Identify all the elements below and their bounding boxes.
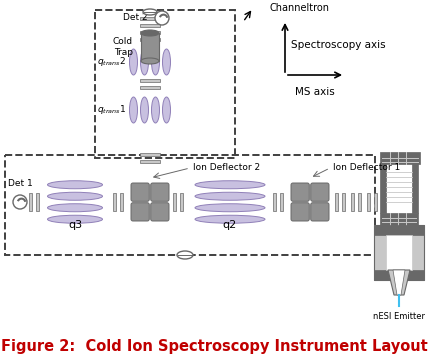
Ellipse shape	[141, 58, 159, 64]
Bar	[358, 193, 361, 211]
Bar	[173, 193, 176, 211]
Bar	[280, 193, 283, 211]
Circle shape	[13, 195, 27, 209]
FancyBboxPatch shape	[291, 203, 309, 221]
Ellipse shape	[48, 215, 102, 223]
Polygon shape	[393, 270, 405, 295]
Ellipse shape	[141, 30, 159, 36]
Bar	[113, 193, 116, 211]
Bar	[380, 213, 418, 225]
FancyBboxPatch shape	[311, 183, 329, 201]
Ellipse shape	[195, 204, 265, 212]
Bar	[140, 24, 160, 27]
Text: Ion Deflector 1: Ion Deflector 1	[333, 163, 400, 171]
FancyBboxPatch shape	[151, 183, 169, 201]
Bar	[140, 86, 160, 89]
Ellipse shape	[163, 49, 170, 75]
Bar	[29, 193, 32, 211]
Ellipse shape	[195, 192, 265, 200]
Bar	[335, 193, 338, 211]
Text: Spectroscopy axis: Spectroscopy axis	[291, 40, 386, 50]
Ellipse shape	[143, 9, 157, 15]
Bar	[140, 17, 160, 20]
Bar	[141, 33, 159, 61]
Bar	[374, 193, 377, 211]
Bar	[380, 163, 386, 213]
Bar	[273, 193, 276, 211]
Ellipse shape	[163, 97, 170, 123]
Text: $q_{trans}$1: $q_{trans}$1	[97, 103, 126, 116]
Bar	[374, 225, 424, 235]
Ellipse shape	[140, 97, 149, 123]
FancyBboxPatch shape	[131, 203, 149, 221]
Ellipse shape	[177, 251, 193, 259]
Bar	[380, 152, 420, 164]
Bar	[342, 193, 345, 211]
Bar	[412, 163, 418, 213]
Ellipse shape	[48, 204, 102, 212]
Text: MS axis: MS axis	[295, 87, 335, 97]
Text: nESI Emitter: nESI Emitter	[373, 312, 425, 321]
Bar	[367, 193, 370, 211]
Bar	[140, 153, 160, 156]
Ellipse shape	[152, 49, 160, 75]
Polygon shape	[388, 270, 410, 295]
Ellipse shape	[195, 215, 265, 223]
FancyBboxPatch shape	[131, 183, 149, 201]
Bar	[374, 225, 424, 280]
Bar	[180, 193, 183, 211]
Bar	[36, 193, 39, 211]
Bar	[351, 193, 354, 211]
Ellipse shape	[130, 49, 137, 75]
Ellipse shape	[130, 97, 137, 123]
Ellipse shape	[48, 192, 102, 200]
Ellipse shape	[195, 181, 265, 189]
Text: Cold
Trap: Cold Trap	[113, 37, 133, 57]
Text: Channeltron: Channeltron	[270, 3, 330, 13]
Text: $q_{trans}$2: $q_{trans}$2	[97, 55, 126, 68]
Bar	[386, 235, 412, 270]
Text: q2: q2	[223, 220, 237, 230]
FancyBboxPatch shape	[291, 183, 309, 201]
FancyBboxPatch shape	[311, 203, 329, 221]
FancyBboxPatch shape	[151, 203, 169, 221]
Text: Det 1: Det 1	[8, 179, 33, 188]
Bar	[140, 38, 160, 41]
Ellipse shape	[48, 181, 102, 189]
Bar	[140, 31, 160, 34]
Bar	[374, 270, 424, 280]
Bar	[140, 160, 160, 163]
Bar	[140, 79, 160, 82]
Text: q3: q3	[68, 220, 82, 230]
Text: Ion Deflector 2: Ion Deflector 2	[193, 163, 260, 171]
Text: Figure 2:  Cold Ion Spectroscopy Instrument Layout: Figure 2: Cold Ion Spectroscopy Instrume…	[0, 339, 428, 353]
Text: Det 2: Det 2	[123, 14, 148, 23]
Ellipse shape	[140, 49, 149, 75]
Circle shape	[155, 11, 169, 25]
Bar	[120, 193, 123, 211]
Ellipse shape	[152, 97, 160, 123]
